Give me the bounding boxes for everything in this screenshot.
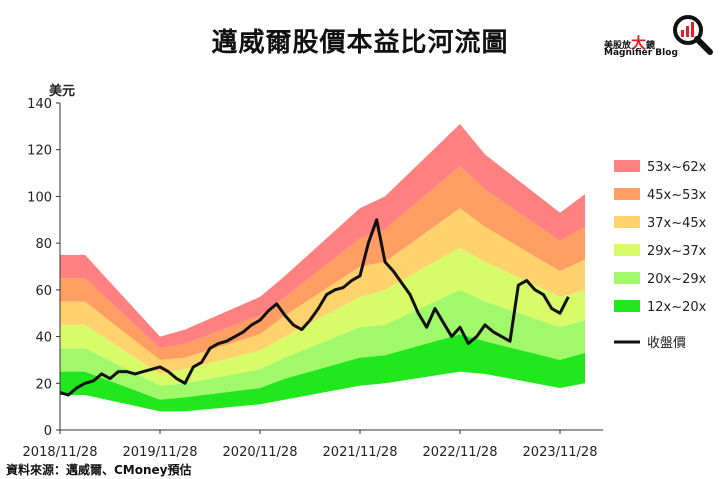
magnifier-icon: [673, 15, 713, 55]
logo-cn-prefix: 美股放: [604, 41, 632, 51]
x-tick-label: 2022/11/28: [423, 445, 498, 460]
legend-swatch: [614, 244, 640, 256]
legend-swatch: [614, 216, 640, 228]
x-tick-label: 2018/11/28: [23, 445, 98, 460]
y-tick-label: 40: [35, 331, 52, 346]
legend-swatch: [614, 188, 640, 200]
logo-english-text: Magnifier Blog: [604, 48, 678, 58]
legend-label: 45x~53x: [647, 188, 707, 203]
logo-cn-suffix: 鏡: [646, 41, 656, 51]
x-tick-label: 2020/11/28: [223, 445, 298, 460]
legend-swatch: [614, 300, 640, 312]
x-tick-label: 2019/11/28: [123, 445, 198, 460]
price-line: [59, 218, 570, 397]
axes: 0 20 40 60 80 100 120 140 2018/11/28 2019/11/28 20…: [23, 97, 603, 460]
chart-title: 邁威爾股價本益比河流圖: [211, 28, 509, 58]
legend-label: 53x~62x: [647, 160, 707, 175]
y-tick-label: 80: [35, 237, 52, 252]
y-tick-label: 20: [35, 377, 52, 392]
y-tick-label: 140: [27, 97, 52, 112]
pe-bands: [60, 124, 585, 412]
logo-cn-big: 大: [631, 34, 647, 52]
legend-label: 20x~29x: [647, 272, 707, 287]
band-20x~29x: [60, 289, 585, 400]
x-tick-label: 2023/11/28: [523, 445, 598, 460]
y-tick-label: 100: [27, 190, 52, 205]
y-tick-label: 120: [27, 144, 52, 159]
y-tick-label: 0: [44, 424, 52, 439]
legend-label: 收盤價: [647, 336, 686, 351]
logo-chinese-text: 美股放大鏡: [604, 32, 655, 53]
price-series: [59, 218, 570, 397]
legend-swatch: [614, 160, 640, 172]
legend-swatch: [614, 272, 640, 284]
legend: 53x~62x 45x~53x 37x~45x 29x~37x 20x~29x 12x~2…: [614, 160, 707, 351]
y-axis-label: 美元: [49, 83, 75, 99]
legend-label: 29x~37x: [647, 244, 707, 259]
brand-logo: 美股放大鏡 Magnifier Blog: [604, 12, 714, 62]
legend-label: 37x~45x: [647, 216, 707, 231]
source-note: 資料來源：邁威爾、CMoney預估: [6, 463, 192, 477]
x-tick-label: 2021/11/28: [323, 445, 398, 460]
band-37x~45x: [60, 208, 585, 374]
legend-label: 12x~20x: [647, 300, 707, 315]
y-tick-label: 60: [35, 284, 52, 299]
band-12x~20x: [60, 334, 585, 412]
